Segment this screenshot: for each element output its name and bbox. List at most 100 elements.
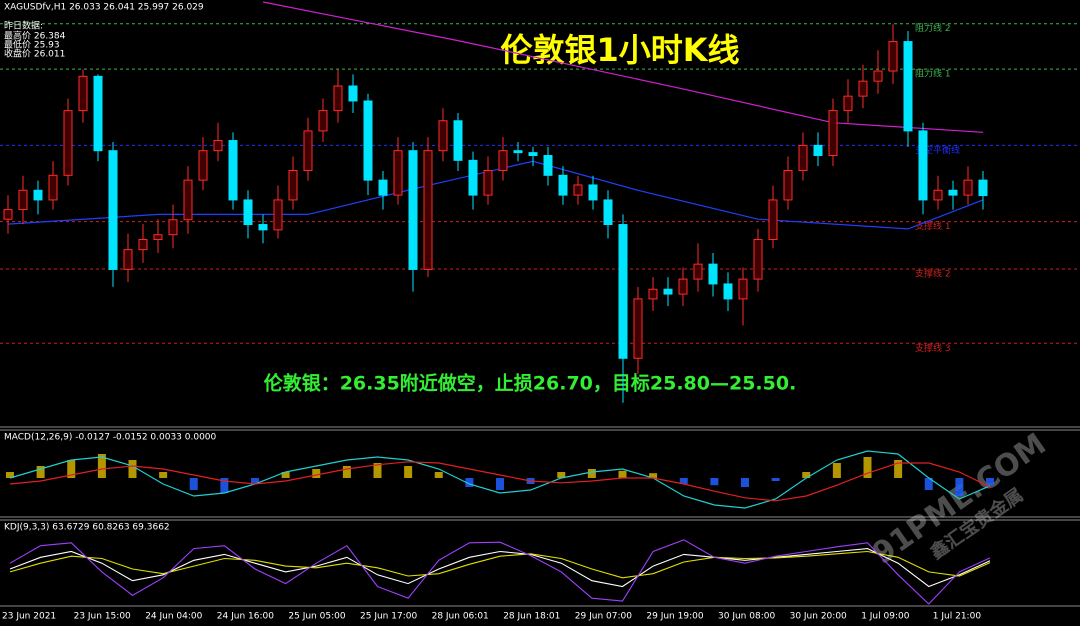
candle-body (348, 85, 358, 102)
candle-body (453, 120, 463, 161)
macd-bar (710, 478, 719, 486)
candle-body (858, 80, 868, 97)
candle-body (558, 174, 568, 196)
candle-body (18, 189, 28, 211)
macd-bar (832, 463, 841, 478)
candle-body (963, 179, 973, 196)
x-tick-label: 30 Jun 08:00 (718, 612, 775, 622)
level-label: 支撑线 3 (915, 342, 951, 354)
kdj-line (9, 550, 991, 579)
macd-bar (251, 478, 259, 484)
macd-bar (955, 478, 964, 496)
candle-body (948, 189, 958, 196)
candle-body (528, 152, 538, 157)
level-label: 支撑线 1 (915, 220, 951, 232)
candle-body (93, 75, 103, 152)
candle-body (228, 140, 238, 201)
candle-body (198, 150, 208, 181)
macd-bar (496, 478, 504, 490)
candle-body (498, 150, 508, 171)
annotation: 伦敦银：26.35附近做空，止损26.70，目标25.80—25.50. (264, 372, 797, 395)
macd-bar (465, 478, 474, 487)
candle-body (183, 179, 193, 221)
macd-bar (6, 472, 14, 478)
quote: XAGUSDfv,H1 26.033 26.041 25.997 26.029 (4, 3, 204, 13)
macd-bar (986, 478, 994, 486)
candle-body (138, 239, 148, 251)
candle-body (513, 150, 523, 154)
macd-bar (894, 460, 903, 478)
candle-body (918, 130, 928, 201)
kdj-line (9, 539, 991, 605)
candle-body (468, 159, 478, 196)
ma-line (262, 1, 984, 133)
candle-body (783, 169, 793, 201)
candle-body (423, 150, 433, 270)
macd-bar (36, 466, 45, 478)
candle-body (903, 41, 913, 132)
x-tick-label: 1 Jul 09:00 (861, 612, 910, 622)
x-tick-label: 24 Jun 16:00 (217, 612, 274, 622)
candle-body (933, 189, 943, 201)
candle-body (603, 199, 613, 226)
candle-body (648, 288, 658, 300)
candle-body (843, 95, 853, 112)
macd-bar (802, 472, 811, 478)
x-tick-label: 25 Jun 05:00 (288, 612, 345, 622)
kdj-line (9, 548, 991, 588)
candle-body (978, 179, 988, 197)
candle-body (393, 150, 403, 196)
macd-bar (189, 478, 198, 490)
macd-bar (220, 478, 229, 493)
candle-body (438, 120, 448, 152)
macd-bar (67, 460, 76, 478)
candle-body (813, 144, 823, 157)
x-tick-label: 29 Jun 07:00 (575, 612, 632, 622)
candle-body (318, 110, 328, 132)
candle-body (543, 155, 553, 176)
macd-bar (618, 470, 627, 478)
panel-borders (0, 426, 1080, 607)
candle-body (3, 209, 13, 220)
candle-body (588, 184, 598, 201)
candle-body (828, 110, 838, 157)
candle-body (63, 110, 73, 176)
candle-body (363, 100, 373, 181)
candle-body (48, 174, 58, 201)
yesterday: 昨日数据: (4, 20, 43, 32)
macd-bar (312, 469, 321, 478)
macd-bar (434, 472, 443, 478)
kdj-label: KDJ(9,3,3) 63.6729 60.8263 69.3662 (4, 523, 170, 533)
macd-line (9, 461, 991, 502)
macd-bar (159, 472, 168, 478)
x-tick-label: 28 Jun 06:01 (432, 612, 489, 622)
macd-bar (128, 460, 137, 478)
candle-body (33, 189, 43, 201)
x-tick-label: 1 Jul 21:00 (933, 612, 982, 622)
low: 最低价 25.93 (4, 39, 60, 51)
close: 收盘价 26.011 (4, 48, 65, 60)
candle-body (573, 184, 583, 196)
candle-body (798, 144, 808, 171)
macd-bar (342, 466, 351, 478)
candle-body (258, 224, 268, 231)
candle-body (153, 234, 163, 241)
macd-bar (771, 478, 780, 481)
high: 最高价 26.384 (4, 30, 66, 42)
candle-body (288, 169, 298, 201)
candle-body (123, 249, 133, 270)
candle-body (663, 288, 673, 295)
macd-line (9, 450, 991, 509)
x-tick-label: 29 Jun 19:00 (646, 612, 703, 622)
macd-bar (649, 473, 658, 478)
candle-body (873, 70, 883, 82)
candle-body (753, 239, 763, 280)
candle-body (213, 140, 223, 152)
level-label: 支撑线 2 (915, 267, 951, 279)
candle-body (768, 199, 778, 241)
candle-body (303, 130, 313, 171)
chart-title: 伦敦银1小时K线 (500, 31, 739, 69)
candle-body (618, 224, 628, 359)
